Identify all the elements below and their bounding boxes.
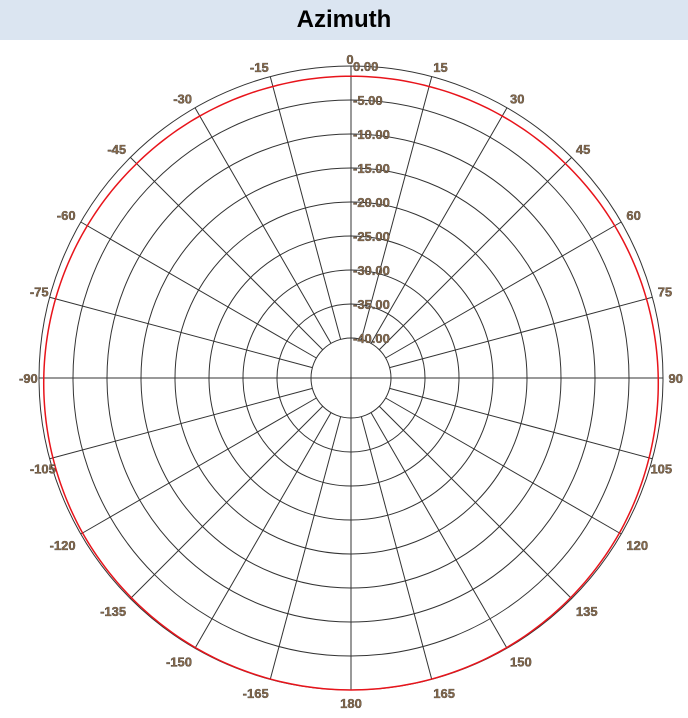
angle-tick-label: 180 [340, 696, 362, 711]
grid-spoke-22 [194, 107, 332, 344]
angle-tick-label: 120 [626, 538, 648, 553]
grid-spoke-19 [49, 296, 313, 369]
radial-tick-label: -20.00 [353, 195, 390, 210]
grid-spoke-7 [389, 387, 653, 460]
angle-tick-label: 60 [626, 208, 640, 223]
radial-tick-label: -30.00 [353, 263, 390, 278]
grid-spoke-21 [130, 157, 324, 351]
angle-tick-label: -135 [100, 604, 126, 619]
angle-tick-label: -15 [250, 60, 269, 75]
angle-tick-label: 45 [576, 142, 590, 157]
angle-tick-label: -90 [19, 371, 38, 386]
angle-tick-label: -45 [107, 142, 126, 157]
angle-tick-labels: 0 15 30 45 60 75 90 105 120 135 150 165 180 -165 -150 -… [19, 52, 683, 711]
angle-tick-label: 90 [669, 371, 683, 386]
radial-tick-label: 0.00 [353, 59, 378, 74]
angular-grid [39, 66, 663, 690]
series-line-0 [42, 75, 660, 691]
angle-tick-label: 135 [576, 604, 598, 619]
grid-spoke-13 [269, 416, 342, 680]
angle-tick-label: -75 [30, 285, 49, 300]
angle-tick-label: -30 [173, 92, 192, 107]
angle-tick-label: 105 [650, 461, 672, 476]
chart-title: Azimuth [296, 6, 392, 33]
angle-tick-label: 15 [433, 60, 447, 75]
angle-tick-label: -120 [50, 538, 76, 553]
radial-tick-label: -40.00 [353, 331, 390, 346]
angle-tick-label: -165 [243, 686, 269, 701]
angle-tick-label: 30 [510, 92, 524, 107]
chart-title-bar: Azimuth [0, 0, 688, 40]
angle-tick-label: 0 [346, 52, 353, 67]
radial-tick-label: -25.00 [353, 229, 390, 244]
grid-spoke-5 [389, 296, 653, 369]
radial-tick-labels: 0.00 -5.00 -10.00 -15.00 -20.00 -25.00 -30.00 -… [353, 59, 390, 346]
grid-spoke-17 [49, 387, 313, 460]
radial-tick-label: -10.00 [353, 127, 390, 142]
grid-spoke-9 [378, 405, 572, 599]
angle-tick-label: 165 [433, 686, 455, 701]
angle-tick-label: -105 [30, 461, 56, 476]
angle-tick-label: 150 [510, 654, 532, 669]
grid-spoke-1 [360, 76, 433, 340]
angle-tick-label: -150 [166, 654, 192, 669]
grid-spoke-2 [370, 107, 508, 344]
radial-tick-label: -15.00 [353, 161, 390, 176]
grid-spoke-23 [269, 76, 342, 340]
grid-spoke-3 [378, 157, 572, 351]
radial-tick-label: -35.00 [353, 297, 390, 312]
grid-spoke-11 [360, 416, 433, 680]
grid-spoke-10 [370, 412, 508, 649]
grid-spoke-4 [385, 221, 622, 359]
grid-spoke-14 [194, 412, 332, 649]
angle-tick-label: -60 [57, 208, 76, 223]
grid-spoke-16 [80, 397, 317, 535]
series-layer [42, 75, 660, 691]
grid-spoke-20 [80, 221, 317, 359]
angle-tick-label: 75 [658, 285, 672, 300]
grid-spoke-15 [130, 405, 324, 599]
radial-tick-label: -5.00 [353, 93, 383, 108]
grid-spoke-8 [385, 397, 622, 535]
